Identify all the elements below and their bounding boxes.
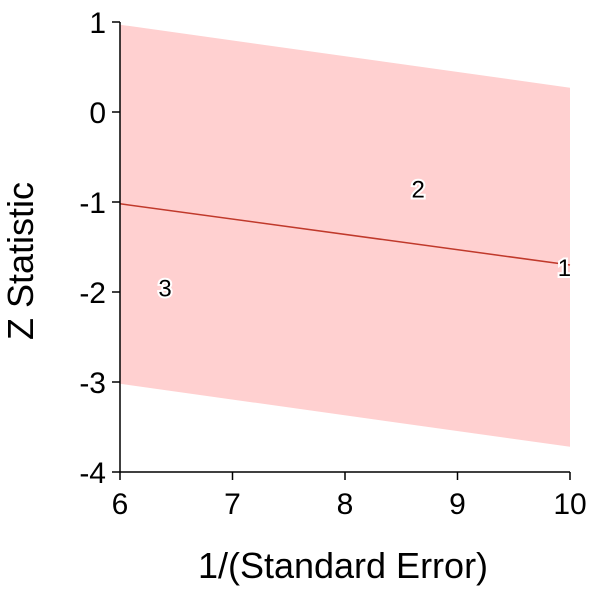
y-tick-label: 0 (89, 97, 106, 130)
x-tick-label: 7 (224, 488, 241, 521)
confidence-band (120, 24, 570, 447)
x-tick-label: 10 (553, 488, 586, 521)
data-point-label: 2 (411, 177, 424, 204)
y-ticks: -4 -3 -2 -1 0 1 (79, 7, 120, 490)
y-tick-label: -3 (79, 367, 106, 400)
x-tick-label: 8 (337, 488, 354, 521)
x-axis-title: 1/(Standard Error) (198, 545, 488, 586)
x-tick-label: 9 (449, 488, 466, 521)
y-tick-label: -4 (79, 457, 106, 490)
data-point-label: 1 (558, 255, 571, 282)
regression-line (119, 203, 571, 266)
y-tick-label: -2 (79, 277, 106, 310)
y-tick-label: -1 (79, 187, 106, 220)
y-tick-label: 1 (89, 7, 106, 40)
y-axis-title: Z Statistic (0, 182, 41, 340)
x-tick-label: 6 (112, 488, 129, 521)
x-ticks: 6 7 8 9 10 (112, 472, 587, 521)
data-point-label: 3 (158, 276, 171, 303)
data-points: 1 2 3 (156, 175, 573, 305)
